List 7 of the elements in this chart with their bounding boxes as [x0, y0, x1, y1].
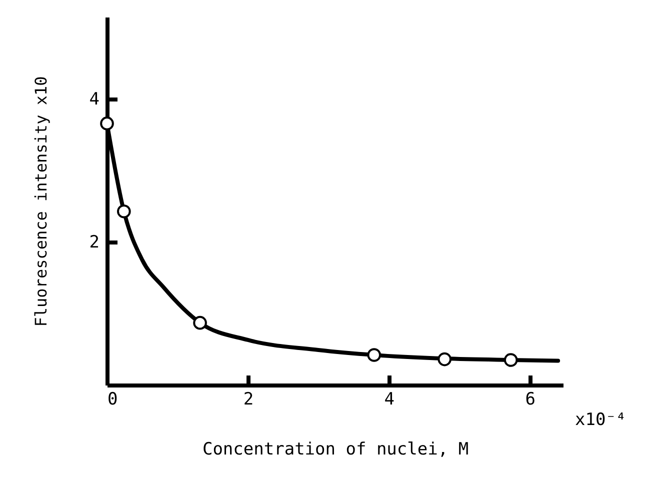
x-tick-label: 4: [384, 390, 395, 410]
text: x10⁻⁴: [575, 410, 626, 430]
y-axis-title: Fluorescence intensity x10: [31, 76, 50, 327]
x-tick-label: 0: [108, 390, 118, 410]
x-tick-label: 6: [525, 390, 536, 410]
x-tick-label: 2: [243, 390, 254, 410]
x-axis-title: Concentration of nuclei, M: [202, 440, 469, 460]
